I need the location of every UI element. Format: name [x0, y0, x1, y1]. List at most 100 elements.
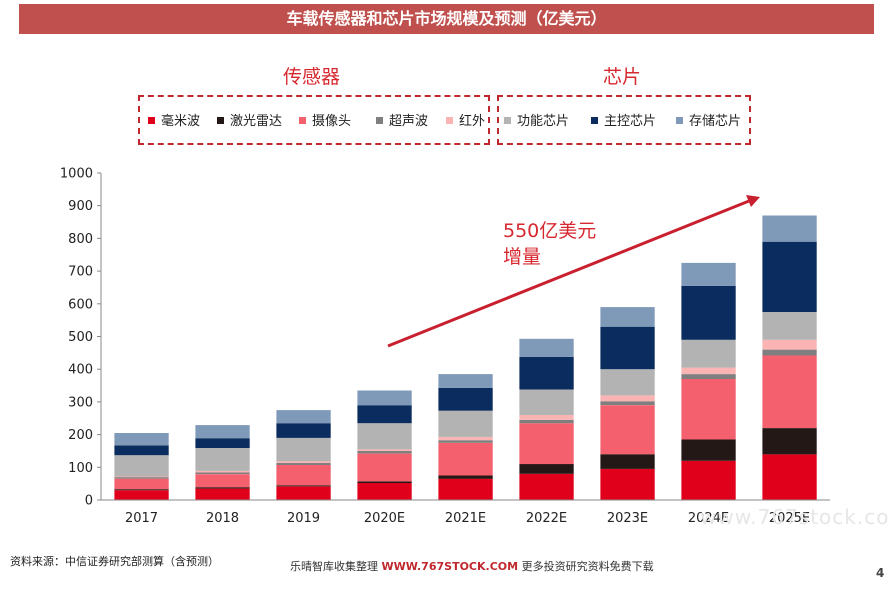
- x-tick-label: 2020E: [364, 511, 405, 526]
- chart-banner-title: 车载传感器和芯片市场规模及预测（亿美元）: [19, 4, 874, 34]
- y-tick-label: 800: [68, 232, 93, 247]
- bar-segment-2020E-6: [357, 405, 412, 424]
- page-number: 4: [876, 566, 885, 580]
- legend-swatch: [299, 117, 306, 124]
- bar-segment-2022E-2: [519, 423, 574, 465]
- growth-arrow-line: [387, 199, 750, 348]
- bar-segment-2019-1: [276, 485, 331, 487]
- legend-label: 激光雷达: [230, 114, 283, 129]
- legend-label: 毫米波: [161, 114, 201, 129]
- legend-item-mmwave: 毫米波: [148, 110, 200, 129]
- bar-segment-2024E-2: [681, 379, 736, 440]
- bar-segment-2021E-2: [438, 442, 493, 476]
- legend-swatch: [504, 117, 511, 124]
- bar-segment-2020E-4: [357, 449, 412, 451]
- bars-layer: [114, 215, 817, 500]
- bar-segment-2021E-0: [438, 478, 493, 500]
- bar-segment-2022E-4: [519, 415, 574, 420]
- legend-swatch: [148, 117, 155, 124]
- axes-layer: 2017 2018 2019 2020E 2021E 2022E 2023E 2024E 202…: [60, 167, 830, 526]
- bar-segment-2022E-0: [519, 473, 574, 500]
- y-tick-label: 400: [68, 363, 93, 378]
- bar-segment-2023E-7: [600, 307, 655, 327]
- bar-segment-2023E-2: [600, 405, 655, 455]
- bar-segment-2024E-1: [681, 439, 736, 461]
- bar-segment-2025E-6: [762, 241, 817, 312]
- chip-legend-box: [497, 95, 751, 145]
- bar-segment-2020E-2: [357, 453, 412, 482]
- legend-label: 存储芯片: [689, 114, 742, 129]
- bar-segment-2019-0: [276, 486, 331, 500]
- bar-segment-2017-5: [114, 455, 169, 477]
- legend-swatch: [676, 117, 683, 124]
- bar-segment-2024E-3: [681, 374, 736, 379]
- legend-item-function-chip: 功能芯片: [504, 110, 569, 129]
- growth-arrow-head: [746, 195, 760, 207]
- bar-segment-2021E-6: [438, 387, 493, 411]
- bar-segment-2018-2: [195, 474, 250, 488]
- legend-label: 红外: [459, 114, 486, 129]
- bar-segment-2017-7: [114, 433, 169, 446]
- y-tick-label: 700: [68, 265, 93, 280]
- bar-segment-2023E-3: [600, 401, 655, 406]
- chip-group-title: 芯片: [603, 66, 642, 88]
- legend-label: 超声波: [389, 114, 429, 129]
- footer-promo: 乐晴智库收集整理 WWW.767STOCK.COM 更多投资研究资料免费下载: [290, 558, 654, 574]
- x-tick-label: 2019: [287, 511, 320, 526]
- y-tick-label: 200: [68, 428, 93, 443]
- bar-segment-2025E-3: [762, 349, 817, 356]
- bar-segment-2019-3: [276, 463, 331, 465]
- x-tick-label: 2023E: [607, 511, 648, 526]
- legend-item-main-chip: 主控芯片: [591, 110, 656, 129]
- bar-segment-2025E-4: [762, 339, 817, 350]
- bar-segment-2022E-5: [519, 389, 574, 415]
- bar-segment-2019-7: [276, 410, 331, 424]
- bar-segment-2019-5: [276, 437, 331, 462]
- legend-item-storage-chip: 存储芯片: [676, 110, 741, 129]
- legend-swatch: [217, 117, 224, 124]
- bar-segment-2024E-6: [681, 285, 736, 340]
- bar-segment-2018-4: [195, 470, 250, 473]
- bar-segment-2025E-0: [762, 454, 817, 500]
- bar-segment-2017-3: [114, 477, 169, 479]
- x-tick-label: 2018: [206, 511, 239, 526]
- bar-segment-2020E-5: [357, 423, 412, 450]
- growth-annotation: 550亿美元 增量: [503, 218, 596, 270]
- x-tick-label: 2017: [125, 511, 158, 526]
- watermark: www.767stock.co: [700, 505, 890, 529]
- promo-suffix: 更多投资研究资料免费下载: [521, 560, 654, 573]
- x-tick-label: 2025E: [769, 511, 810, 526]
- bar-segment-2022E-7: [519, 338, 574, 357]
- bar-segment-2019-6: [276, 423, 331, 438]
- bar-segment-2017-4: [114, 476, 169, 478]
- y-tick-label: 900: [68, 199, 93, 214]
- y-tick-label: 500: [68, 330, 93, 345]
- bar-segment-2021E-1: [438, 475, 493, 479]
- bar-segment-2018-5: [195, 448, 250, 471]
- bar-segment-2025E-1: [762, 428, 817, 455]
- sensor-legend-box: [138, 95, 490, 145]
- bar-segment-2025E-7: [762, 215, 817, 242]
- bar-segment-2017-1: [114, 489, 169, 491]
- bar-segment-2023E-0: [600, 468, 655, 500]
- legend-swatch: [376, 117, 383, 124]
- legend-swatch: [446, 117, 453, 124]
- promo-prefix: 乐晴智库收集整理: [290, 560, 378, 573]
- bar-segment-2019-2: [276, 465, 331, 486]
- x-tick-label: 2021E: [445, 511, 486, 526]
- bar-segment-2018-3: [195, 472, 250, 475]
- bar-segment-2023E-5: [600, 369, 655, 396]
- bar-segment-2018-6: [195, 438, 250, 448]
- bar-segment-2022E-6: [519, 356, 574, 390]
- bar-segment-2025E-2: [762, 355, 817, 429]
- legend-label: 功能芯片: [517, 114, 570, 129]
- promo-site: WWW.767STOCK.COM: [381, 560, 519, 573]
- bar-segment-2020E-1: [357, 481, 412, 483]
- bar-segment-2019-4: [276, 461, 331, 463]
- bar-segment-2020E-3: [357, 450, 412, 454]
- bar-segment-2024E-5: [681, 339, 736, 368]
- legend-swatch: [591, 117, 598, 124]
- legend-label: 摄像头: [312, 114, 352, 129]
- y-tick-label: 300: [68, 395, 93, 410]
